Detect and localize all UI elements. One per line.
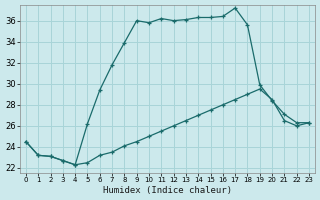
- X-axis label: Humidex (Indice chaleur): Humidex (Indice chaleur): [103, 186, 232, 195]
